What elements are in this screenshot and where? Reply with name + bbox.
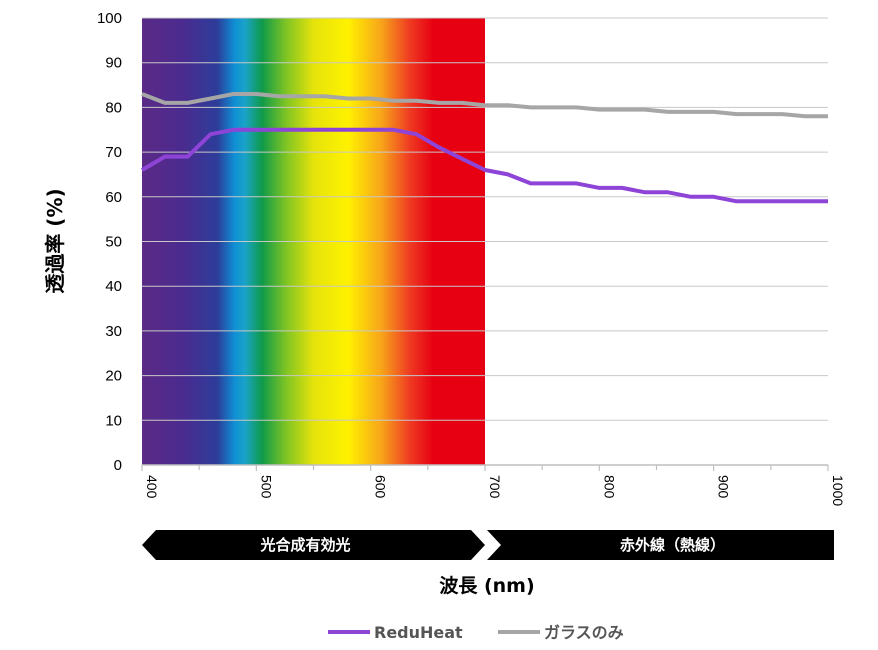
y-tick-label: 10	[105, 412, 122, 429]
x-axis-title: 波長 (nm)	[439, 574, 534, 597]
y-tick-label: 90	[105, 55, 122, 72]
y-tick-label: 30	[105, 323, 122, 340]
x-tick-label: 800	[601, 475, 617, 499]
band-arrow-photosynthesis	[142, 530, 485, 560]
band-label-infrared: 赤外線（熱線）	[620, 536, 725, 554]
y-tick-label: 100	[97, 10, 122, 27]
x-tick-label: 400	[144, 475, 160, 499]
y-tick-label: 80	[105, 99, 122, 116]
x-tick-label: 500	[258, 475, 274, 499]
y-tick-label: 20	[105, 368, 122, 385]
series-line-glass-only	[141, 92, 828, 119]
y-tick-label: 50	[105, 234, 122, 251]
legend-item-reduheat-label: ReduHeat	[374, 623, 463, 642]
y-tick-label: 70	[105, 144, 122, 161]
y-tick-label: 40	[105, 278, 122, 295]
y-tick-label: 60	[105, 189, 122, 206]
legend-item-glass-only-label: ガラスのみ	[544, 623, 624, 642]
series-line-reduheat	[140, 127, 828, 204]
band-label-photosynthesis: 光合成有効光	[259, 536, 350, 554]
y-axis-title: 透過率 (%)	[43, 188, 67, 293]
band-arrow-infrared	[487, 530, 834, 560]
x-tick-label: 900	[716, 475, 732, 499]
x-tick-label: 1000	[830, 475, 846, 506]
x-tick-label: 700	[487, 475, 503, 499]
y-tick-label: 0	[114, 457, 122, 474]
x-tick-label: 600	[373, 475, 389, 499]
